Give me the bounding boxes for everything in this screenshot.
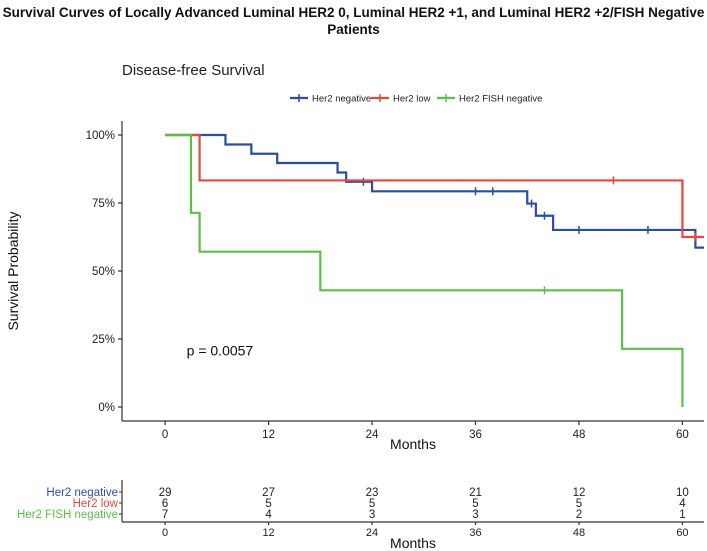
risk-count: 23 [366, 487, 379, 499]
x-axis-label: Months [390, 436, 436, 452]
risk-count: 29 [159, 487, 172, 499]
x-tick-label: 60 [676, 429, 689, 441]
series-line [165, 133, 684, 407]
p-value-annotation: p = 0.0057 [187, 342, 254, 358]
risk-row: Her2 FISH negative 7 4 3 3 2 1 [17, 509, 686, 521]
risk-row-label: Her2 FISH negative [17, 509, 118, 521]
x-tick-label: 24 [366, 429, 379, 441]
risk-count: 21 [469, 487, 482, 499]
x-tick-label: 36 [469, 429, 482, 441]
risk-count: 4 [679, 498, 686, 510]
chart-title: Disease-free Survival [122, 62, 265, 79]
risk-count: 3 [472, 509, 478, 521]
figure-title: Survival Curves of Locally Advanced Lumi… [0, 4, 707, 38]
risk-count: 5 [472, 498, 478, 510]
risk-row: Her2 negative 29 27 23 21 12 10 [46, 487, 688, 499]
risk-count: 3 [369, 509, 375, 521]
legend-label: Her2 FISH negative [459, 94, 542, 105]
x-tick-label: 0 [162, 429, 168, 441]
risk-count: 4 [265, 509, 272, 521]
risk-count: 6 [162, 498, 168, 510]
figure-title-line-1: Survival Curves of Locally Advanced Lumi… [2, 5, 705, 20]
x-tick-label: 12 [262, 429, 275, 441]
risk-row: Her2 low 6 5 5 5 5 4 [73, 498, 687, 510]
risk-count: 7 [162, 509, 168, 521]
risk-count: 10 [676, 487, 689, 499]
risk-count: 5 [265, 498, 271, 510]
risk-row-label: Her2 low [73, 498, 119, 510]
risk-count: 2 [576, 509, 582, 521]
y-tick-label: 100% [86, 130, 115, 142]
series-line [165, 133, 704, 249]
series-2 [165, 133, 684, 407]
risk-table-x-axis-label: Months [390, 535, 436, 551]
risk-count: 5 [576, 498, 582, 510]
risk-x-tick-label: 0 [162, 527, 168, 539]
y-tick-label: 25% [92, 334, 115, 346]
series-line [165, 133, 704, 239]
risk-row-label: Her2 negative [46, 487, 118, 499]
plot-axes: 0% 25% 50% 75% 100% 0 12 24 36 48 60 [86, 121, 704, 441]
legend-label: Her2 negative [312, 94, 371, 105]
risk-x-tick-label: 36 [469, 527, 481, 539]
y-axis-label: Survival Probability [5, 211, 21, 330]
risk-count: 27 [262, 487, 275, 499]
y-tick-label: 0% [98, 402, 115, 414]
series-0 [165, 133, 704, 249]
risk-x-tick-label: 12 [262, 527, 274, 539]
legend: Her2 negative Her2 low Her2 FISH negative [290, 94, 542, 105]
risk-count: 12 [573, 487, 586, 499]
series-1 [165, 133, 704, 241]
risk-x-tick-label: 48 [573, 527, 585, 539]
legend-item: Her2 FISH negative [437, 94, 542, 105]
risk-count: 1 [679, 509, 685, 521]
figure-title-line-2: Patients [327, 22, 380, 37]
y-tick-label: 50% [92, 266, 115, 278]
risk-x-tick-label: 60 [676, 527, 688, 539]
y-tick-label: 75% [92, 198, 115, 210]
series-layer [165, 133, 704, 407]
risk-count: 5 [369, 498, 375, 510]
risk-x-tick-label: 24 [366, 527, 378, 539]
legend-item: Her2 low [371, 94, 431, 105]
x-tick-label: 48 [573, 429, 586, 441]
legend-item: Her2 negative [290, 94, 371, 105]
legend-label: Her2 low [393, 94, 431, 105]
